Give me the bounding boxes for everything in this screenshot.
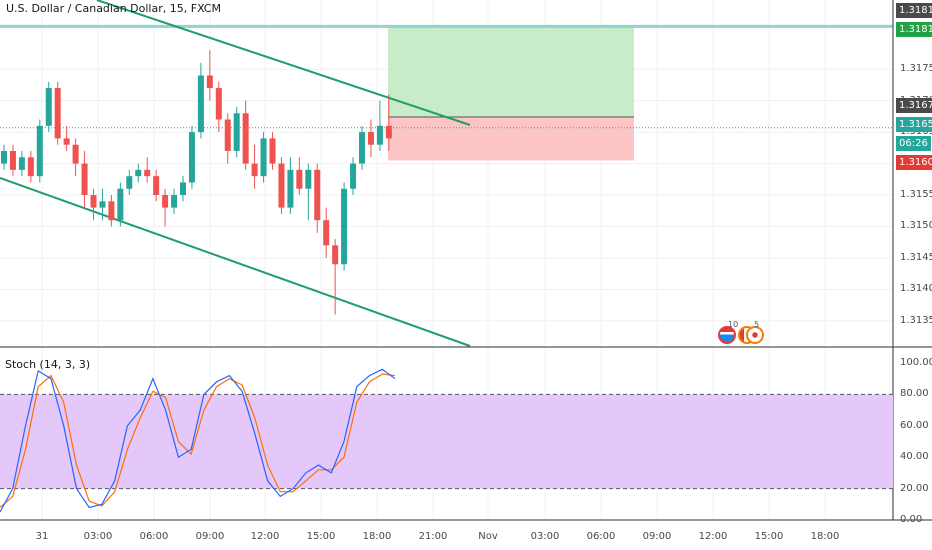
candle-body bbox=[296, 169, 303, 189]
time-tick-label: 09:00 bbox=[642, 531, 672, 542]
candle-body bbox=[269, 138, 276, 164]
candle-body bbox=[45, 88, 52, 126]
stoch-indicator-title[interactable]: Stoch (14, 3, 3) bbox=[5, 358, 91, 371]
upper-trendline bbox=[96, 0, 471, 126]
stoch-tick-label: 80.00 bbox=[900, 388, 929, 400]
time-tick-label: 15:00 bbox=[754, 531, 784, 542]
candle-body bbox=[27, 157, 34, 177]
price-tick-label: 1.31550 bbox=[900, 189, 932, 201]
candle-body bbox=[188, 132, 195, 183]
candle-body bbox=[251, 163, 258, 177]
candle-body bbox=[305, 169, 312, 189]
candle-body bbox=[117, 188, 124, 221]
us-event-count: 10 bbox=[728, 320, 739, 329]
entry-price-tag: 1.31674 bbox=[896, 98, 932, 113]
candle-body bbox=[9, 150, 16, 170]
candle-body bbox=[126, 176, 133, 189]
candle-body bbox=[350, 163, 357, 189]
ca-event-count: 5 bbox=[754, 320, 760, 329]
eu-flag-icon[interactable] bbox=[746, 326, 764, 344]
candle-body bbox=[171, 195, 178, 208]
candle-body bbox=[215, 88, 222, 120]
stoch-tick-label: 100.00 bbox=[900, 357, 932, 368]
price-tick-label: 1.31400 bbox=[900, 283, 932, 295]
candle-body bbox=[278, 163, 285, 208]
candle-body bbox=[90, 195, 97, 208]
candle-body bbox=[72, 144, 79, 164]
candle-body bbox=[144, 169, 151, 177]
price-tick-label: 1.31750 bbox=[900, 63, 932, 75]
stoch-k-line bbox=[0, 368, 396, 513]
symbol-title: U.S. Dollar / Canadian Dollar, 15, FXCM bbox=[6, 2, 221, 15]
candle-body bbox=[18, 157, 25, 170]
time-tick-label: 06:00 bbox=[139, 531, 169, 542]
time-tick-label: 18:00 bbox=[362, 531, 392, 542]
candle-body bbox=[287, 169, 294, 208]
time-tick-label: 03:00 bbox=[530, 531, 560, 542]
candle-body bbox=[359, 132, 365, 164]
candle-body bbox=[323, 220, 330, 246]
candle-body bbox=[260, 138, 267, 177]
candle-body bbox=[108, 201, 115, 221]
price-tick-label: 1.31500 bbox=[900, 220, 932, 232]
stoch-d-line bbox=[0, 373, 396, 508]
candle-body bbox=[206, 75, 213, 89]
candle-body bbox=[1, 150, 7, 164]
last-price-tag: 1.31657 bbox=[896, 117, 932, 132]
profit-zone bbox=[388, 26, 634, 118]
stoch-tick-label: 20.00 bbox=[900, 482, 929, 494]
candle-body bbox=[81, 163, 88, 196]
candle-body bbox=[233, 113, 240, 151]
time-tick-label: 12:00 bbox=[698, 531, 728, 542]
candle-body bbox=[99, 201, 106, 208]
stoch-band bbox=[0, 394, 893, 489]
bar-countdown-tag: 06:26 bbox=[896, 136, 931, 151]
candle-body bbox=[367, 132, 374, 145]
candle-body bbox=[54, 88, 61, 139]
candle-body bbox=[135, 169, 142, 177]
candle-body bbox=[332, 245, 339, 265]
candle-body bbox=[36, 125, 43, 177]
stoch-tick-label: 60.00 bbox=[900, 419, 929, 431]
time-tick-label: 03:00 bbox=[83, 531, 113, 542]
time-tick-label: 15:00 bbox=[306, 531, 336, 542]
candle-body bbox=[224, 119, 231, 151]
candle-body bbox=[314, 169, 321, 221]
stop-price-tag: 1.31605 bbox=[896, 155, 932, 170]
candle-body bbox=[197, 75, 204, 133]
economic-events[interactable]: 10 5 bbox=[716, 320, 766, 348]
time-tick-label: 18:00 bbox=[810, 531, 840, 542]
candle-body bbox=[376, 125, 383, 145]
time-tick-label: 31 bbox=[35, 531, 49, 542]
us-flag-icon[interactable] bbox=[718, 326, 736, 344]
price-tick-label: 1.31350 bbox=[900, 314, 932, 326]
candle-body bbox=[385, 125, 392, 139]
candle-body bbox=[63, 138, 70, 145]
target-price-tag: 1.31818 bbox=[896, 22, 932, 37]
stoch-tick-label: 40.00 bbox=[900, 451, 929, 463]
loss-zone bbox=[388, 117, 634, 161]
candle-body bbox=[242, 113, 249, 164]
time-tick-label: 21:00 bbox=[418, 531, 448, 542]
target-line-price-tag: 1.31818 bbox=[896, 3, 932, 18]
stoch-tick-label: 0.00 bbox=[900, 514, 923, 525]
time-tick-label: 12:00 bbox=[250, 531, 280, 542]
candle-body bbox=[180, 182, 186, 196]
lower-trendline bbox=[0, 177, 471, 347]
time-tick-label: 09:00 bbox=[195, 531, 225, 542]
candle-body bbox=[341, 188, 348, 265]
candle-body bbox=[162, 195, 169, 208]
time-tick-label: 06:00 bbox=[586, 531, 616, 542]
time-tick-label: Nov bbox=[478, 531, 498, 542]
candle-body bbox=[153, 176, 160, 196]
price-tick-label: 1.31450 bbox=[900, 251, 932, 263]
